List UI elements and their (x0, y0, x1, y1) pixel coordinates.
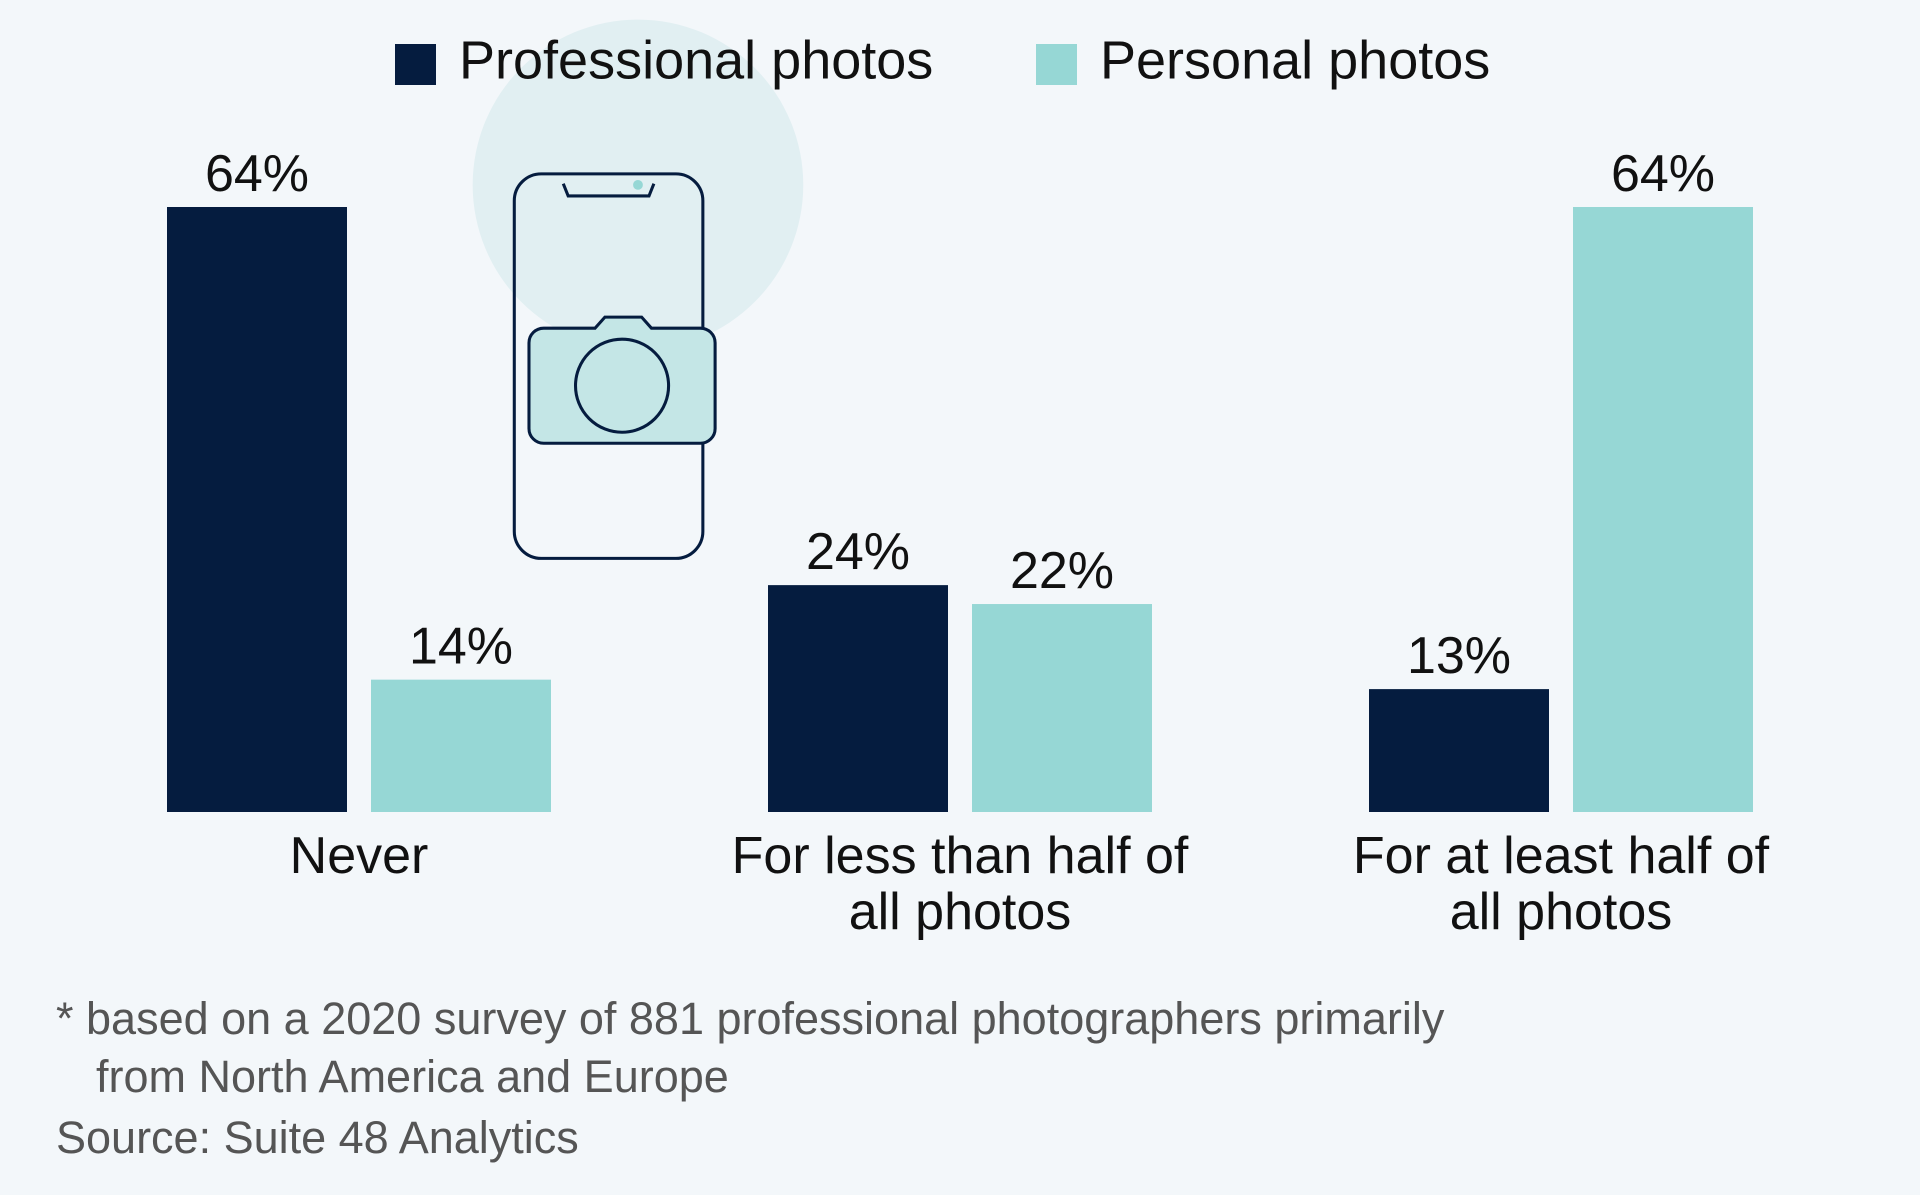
bar (167, 207, 347, 812)
legend-label: Professional photos (459, 30, 933, 90)
phone-illustration (472, 19, 804, 560)
value-label: 22% (1010, 542, 1114, 600)
category-label: For less than half of all photos (731, 827, 1189, 941)
value-label: 64% (205, 145, 309, 203)
category-label: Never (289, 827, 429, 885)
legend-swatch (395, 44, 436, 85)
legend-label: Personal photos (1100, 30, 1490, 90)
bar (1573, 207, 1753, 812)
bar (1369, 689, 1549, 812)
value-label: 64% (1611, 145, 1715, 203)
value-label: 13% (1407, 627, 1511, 685)
footnote: * based on a 2020 survey of 881 professi… (56, 993, 1445, 1102)
legend-swatch (1036, 44, 1077, 85)
bar (972, 604, 1152, 812)
value-label: 24% (806, 523, 910, 581)
category-label: For at least half of all photos (1352, 827, 1770, 941)
bar (371, 679, 551, 812)
bar (768, 585, 948, 812)
value-label: 14% (409, 618, 513, 676)
source: Source: Suite 48 Analytics (56, 1112, 579, 1163)
